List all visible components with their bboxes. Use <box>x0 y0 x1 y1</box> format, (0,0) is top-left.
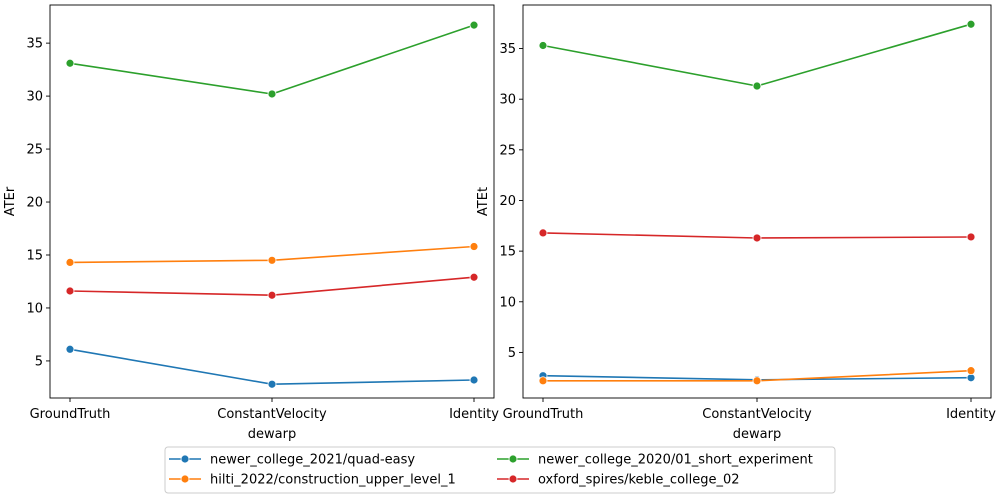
left-axes-frame <box>49 4 495 399</box>
right-series-2-point <box>966 19 976 29</box>
right-y-tick-label: 30 <box>499 93 516 108</box>
right-x-tick-label: ConstantVelocity <box>702 407 812 422</box>
right-y-tick-label: 10 <box>499 295 516 310</box>
right-x-tick-label: GroundTruth <box>503 407 584 422</box>
left-y-tick-label: 25 <box>26 143 43 158</box>
left-series-2-point <box>65 58 75 68</box>
left-x-tick-label: GroundTruth <box>30 407 111 422</box>
right-subplot: 5 10 15 20 25 30 35 GroundTruth ConstantVelocity… <box>476 4 996 442</box>
right-series-3-point <box>752 233 762 243</box>
left-series-2-point <box>267 89 277 99</box>
left-series-1-point <box>469 242 479 251</box>
legend-swatch-marker <box>508 454 518 464</box>
left-subplot: 5 10 15 20 25 30 35 GroundTruth ConstantVelocity… <box>3 4 499 442</box>
legend-entry-label: newer_college_2020/01_short_experiment <box>538 453 813 468</box>
right-y-tick-label: 35 <box>499 42 516 57</box>
legend-entry-label: hilti_2022/construction_upper_level_1 <box>210 473 456 488</box>
left-y-tick-label: 5 <box>35 354 43 369</box>
right-series-1-point <box>752 376 762 386</box>
left-series-3-point <box>65 286 75 296</box>
right-series-3-point <box>538 228 548 238</box>
left-x-tick-label: ConstantVelocity <box>217 407 327 422</box>
left-y-tick-label: 30 <box>26 90 43 105</box>
left-series-2-point <box>469 20 479 30</box>
left-series-line-2 <box>69 24 475 95</box>
right-y-tick-label: 25 <box>499 143 516 158</box>
right-y-tick-label: 5 <box>508 346 516 361</box>
legend-entry-label: oxford_spires/keble_college_02 <box>538 473 740 488</box>
left-series-1-point <box>267 255 277 265</box>
right-y-tick-label: 15 <box>499 245 516 260</box>
right-series-3-point <box>966 232 976 242</box>
left-y-tick-label: 35 <box>26 37 43 52</box>
right-series-1-point <box>538 376 548 386</box>
right-series-line-2 <box>542 23 972 87</box>
left-series-0-point <box>469 375 479 385</box>
right-x-tick-label: Identity <box>946 407 996 422</box>
left-y-tick-label: 10 <box>26 301 43 316</box>
right-axes-frame <box>522 4 992 399</box>
legend: newer_college_2021/quad-easy hilti_2022/c… <box>164 446 836 494</box>
left-y-tick-label: 15 <box>26 248 43 263</box>
left-series-0-point <box>65 344 75 354</box>
legend-swatch-marker <box>180 474 190 484</box>
legend-swatch-marker <box>180 454 190 464</box>
left-y-tick-label: 20 <box>26 196 43 211</box>
legend-entry-label: newer_college_2021/quad-easy <box>210 453 415 468</box>
left-series-3-point <box>469 272 479 282</box>
left-series-0-point <box>267 379 277 389</box>
left-x-tick-label: Identity <box>449 407 499 422</box>
legend-frame <box>164 446 836 494</box>
right-y-axis-label: ATEt <box>476 187 491 216</box>
left-y-axis-label: ATEr <box>3 186 18 216</box>
legend-swatch-marker <box>508 474 518 484</box>
left-series-3-point <box>267 290 277 300</box>
right-series-1-point <box>966 366 976 376</box>
left-x-axis-label: dewarp <box>248 427 296 442</box>
right-x-axis-label: dewarp <box>733 427 781 442</box>
left-series-line-0 <box>69 348 475 386</box>
right-y-tick-label: 20 <box>499 194 516 209</box>
left-series-1-point <box>65 258 75 267</box>
right-series-2-point <box>538 41 548 50</box>
right-series-2-point <box>752 81 762 91</box>
